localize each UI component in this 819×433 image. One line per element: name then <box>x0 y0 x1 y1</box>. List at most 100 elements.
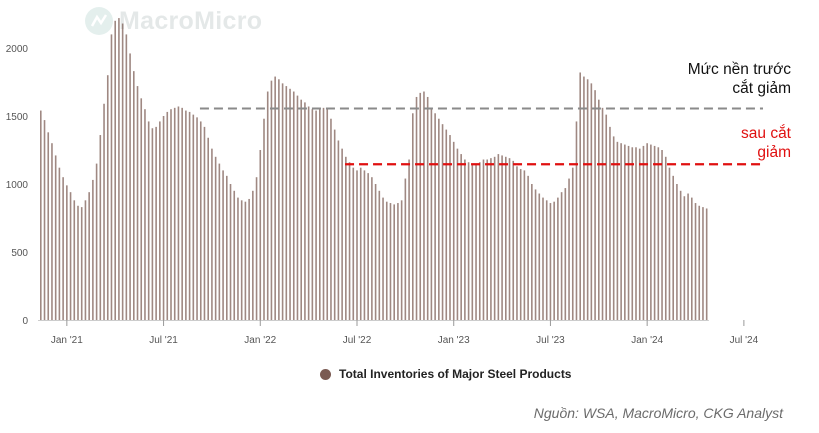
bars-series <box>40 18 708 321</box>
bar <box>207 137 209 320</box>
bar <box>54 155 57 320</box>
bar <box>281 83 284 320</box>
bar <box>106 75 109 320</box>
bar <box>527 175 529 320</box>
bar <box>274 76 276 320</box>
bar <box>222 170 224 320</box>
bar <box>557 197 559 320</box>
bar <box>147 121 150 320</box>
bar <box>218 163 221 320</box>
bar <box>110 34 113 321</box>
bar <box>512 160 515 320</box>
legend[interactable]: Total Inventories of Major Steel Product… <box>320 367 571 381</box>
bar <box>348 162 351 320</box>
bar <box>497 154 500 320</box>
y-tick-label: 1500 <box>6 112 29 123</box>
legend-marker <box>320 368 331 380</box>
bar <box>229 184 232 320</box>
bar <box>385 201 388 320</box>
bar <box>412 113 414 320</box>
bar <box>51 143 53 320</box>
bar <box>177 106 180 320</box>
bar <box>449 135 451 320</box>
bar <box>475 164 477 320</box>
bar <box>255 177 258 320</box>
bar <box>579 72 581 320</box>
bar <box>419 92 422 320</box>
bar <box>664 156 667 320</box>
bar <box>676 184 678 320</box>
bar <box>668 167 671 320</box>
bar <box>125 34 128 321</box>
bar <box>516 166 518 320</box>
bar <box>371 177 373 320</box>
bar <box>62 177 64 320</box>
baseline-annotation: Mức nền trước cắt giảm <box>688 60 791 98</box>
bar <box>155 126 157 320</box>
bar <box>464 159 466 320</box>
bar <box>627 145 630 320</box>
bar <box>40 110 42 320</box>
bar <box>237 197 239 320</box>
bar <box>490 158 492 320</box>
bar <box>523 170 526 320</box>
source-note: Nguồn: WSA, MacroMicro, CKG Analyst <box>533 405 783 421</box>
bar <box>356 170 358 320</box>
bar <box>326 109 329 320</box>
bar <box>330 118 332 320</box>
x-axis: Jan '21 Jul '21 Jan '22 Jul '22 Jan '23 Jul '… <box>38 320 759 346</box>
bar <box>226 175 228 320</box>
bar <box>103 103 105 320</box>
bar <box>270 80 273 320</box>
bar <box>415 96 418 321</box>
bar <box>545 200 548 320</box>
bar <box>687 193 689 320</box>
x-tick-label: Jul '24 <box>730 335 759 346</box>
bar <box>170 109 172 320</box>
bar <box>133 71 135 321</box>
bar <box>575 121 578 320</box>
bar <box>129 53 131 320</box>
bar <box>389 203 392 320</box>
bar <box>43 120 46 320</box>
bar <box>586 79 589 320</box>
y-tick-label: 500 <box>11 248 28 259</box>
x-tick-label: Jan '23 <box>438 335 470 346</box>
y-tick-label: 2000 <box>6 44 29 55</box>
bar <box>638 148 641 320</box>
bar <box>538 193 541 320</box>
bar <box>531 184 533 320</box>
y-tick-label: 1000 <box>6 180 29 191</box>
bar <box>66 185 68 320</box>
bar <box>240 200 243 320</box>
bar <box>702 207 704 320</box>
watermark-text: MacroMicro <box>119 6 263 35</box>
bar <box>367 173 369 320</box>
bar <box>590 83 593 320</box>
bar <box>519 169 522 320</box>
bar <box>285 86 288 320</box>
baseline-annotation-line-1: Mức nền trước <box>687 61 791 78</box>
bar <box>337 140 340 320</box>
bar <box>322 107 325 320</box>
bar <box>691 197 693 320</box>
bar <box>456 148 459 320</box>
bar <box>568 178 570 320</box>
bar <box>423 91 425 321</box>
bar <box>185 110 187 320</box>
bar <box>244 201 247 320</box>
bar <box>192 114 195 320</box>
bar <box>181 107 183 320</box>
bar <box>80 207 83 320</box>
bar <box>296 95 299 320</box>
bar <box>471 163 474 320</box>
bar <box>505 156 507 320</box>
baseline-annotation-line-2: cắt giảm <box>732 80 791 97</box>
bar <box>47 132 50 320</box>
bar <box>601 107 604 320</box>
bar <box>352 167 355 320</box>
bar <box>452 141 455 320</box>
bar <box>646 143 648 320</box>
bar <box>534 189 537 320</box>
bar <box>679 190 682 320</box>
